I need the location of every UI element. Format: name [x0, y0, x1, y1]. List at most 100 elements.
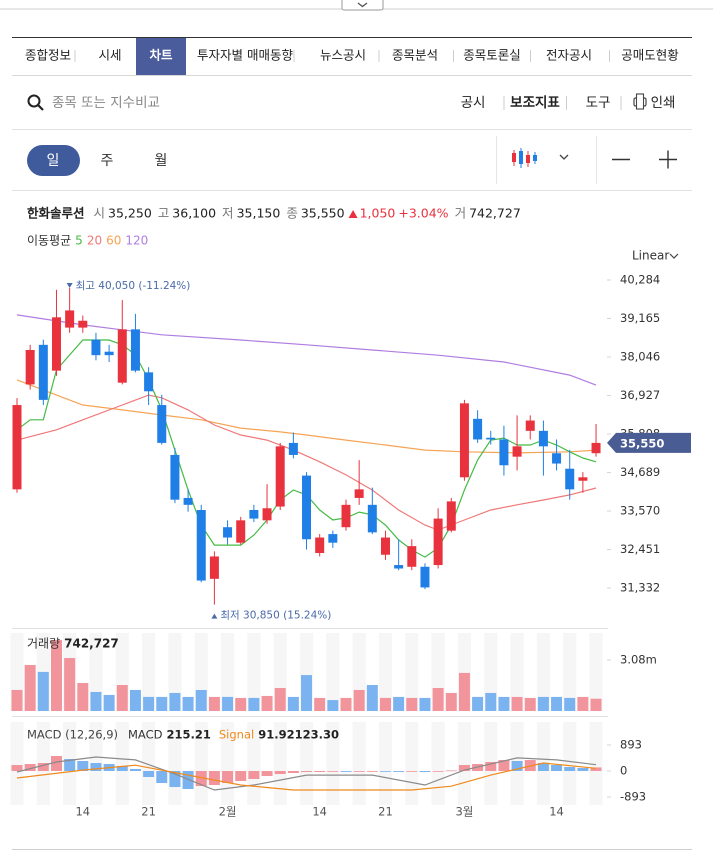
volume-bar: [498, 696, 510, 711]
volume-bar: [235, 697, 247, 711]
macd-histogram-bar: [458, 765, 470, 772]
volume-bar: [195, 689, 207, 711]
period-button[interactable]: 일: [47, 153, 60, 169]
candle-body: [591, 442, 601, 454]
volume-bar: [274, 687, 286, 711]
column-stripe: [510, 633, 524, 711]
column-stripe: [247, 633, 261, 711]
volume-bar: [169, 692, 181, 711]
macd-histogram-bar: [287, 771, 299, 774]
x-tick-label: 3월: [455, 805, 473, 819]
tab[interactable]: 종목분석: [392, 48, 438, 63]
volume-bar: [301, 675, 313, 711]
y-tick-label: 31,332: [620, 581, 660, 595]
macd-histogram-bar: [116, 765, 128, 772]
volume-bar: [182, 696, 194, 711]
print-icon-paper: [635, 93, 645, 110]
x-tick-label: 14: [549, 805, 564, 819]
search-placeholder[interactable]: 종목 또는 지수비교: [52, 95, 160, 111]
indicator-line: [16, 379, 597, 454]
volume-bar: [37, 671, 49, 711]
volume-bar: [577, 696, 589, 711]
chart-type-icon[interactable]: [512, 148, 537, 168]
volume-bar: [537, 696, 549, 711]
macd-histogram-bar: [537, 763, 549, 772]
volume-bar: [208, 696, 220, 711]
candle-body: [380, 537, 390, 555]
candle-body: [315, 537, 325, 554]
volume-bar: [103, 694, 115, 711]
tab[interactable]: 종목토론실: [463, 48, 521, 63]
candle-body: [328, 534, 338, 543]
tool-button[interactable]: 공시: [461, 95, 486, 111]
macd-histogram-bar: [50, 755, 62, 772]
annotation-marker: [211, 613, 218, 619]
tab[interactable]: 뉴스공시: [320, 48, 366, 63]
volume-bar: [485, 692, 497, 711]
collapse-button[interactable]: [341, 0, 384, 11]
macd-histogram-bar: [195, 771, 207, 787]
scale-chevron[interactable]: [669, 253, 679, 259]
column-stripe: [405, 722, 419, 805]
dropdown-chevron[interactable]: [559, 154, 569, 160]
icon-bar: [512, 153, 516, 162]
period-button[interactable]: 주: [101, 153, 114, 169]
tool-button[interactable]: 보조지표: [510, 95, 560, 111]
macd-histogram-bar: [590, 767, 602, 772]
macd-histogram-bar: [379, 771, 391, 772]
volume-bar: [248, 697, 260, 711]
y-tick-label: -893: [620, 790, 646, 804]
tab[interactable]: 전자공시: [546, 48, 592, 63]
macd-histogram-bar: [301, 771, 313, 772]
macd-histogram-bar: [156, 771, 168, 784]
tool-button[interactable]: 도구: [586, 95, 611, 111]
macd-histogram-bar: [564, 767, 576, 772]
volume-bar: [116, 685, 128, 711]
y-tick-label: 32,451: [620, 542, 660, 556]
y-tick-label: 33,570: [620, 504, 660, 518]
y-tick-label: 40,284: [620, 272, 660, 286]
column-stripe: [405, 633, 419, 711]
tool-button[interactable]: 인쇄: [651, 95, 676, 111]
search-icon[interactable]: [27, 94, 41, 108]
legend-entry: 20: [87, 234, 102, 248]
candle-body: [144, 372, 154, 392]
period-active-bg: [27, 145, 80, 176]
y-tick-label: 34,689: [620, 465, 660, 479]
macd-histogram-bar: [208, 771, 220, 786]
stock-name: 한화솔루션: [27, 206, 85, 221]
tab[interactable]: 종합정보: [25, 48, 71, 63]
column-stripe: [563, 633, 577, 711]
tab[interactable]: 공매도현황: [621, 48, 679, 63]
macd-histogram-bar: [77, 761, 89, 772]
macd-histogram-bar: [551, 765, 563, 772]
candle-body: [552, 453, 562, 464]
tab[interactable]: 차트: [149, 48, 173, 63]
volume-bar: [314, 697, 326, 711]
macd-histogram-bar: [37, 763, 49, 772]
scale-mode[interactable]: Linear: [632, 249, 669, 263]
column-stripe: [536, 633, 550, 711]
candle-body: [38, 344, 48, 400]
quote-value: 35,250: [108, 206, 152, 221]
column-stripe: [326, 722, 340, 805]
volume-bar: [445, 692, 457, 711]
macd-histogram-bar: [327, 771, 339, 772]
column-stripe: [352, 722, 366, 805]
x-tick-label: 14: [75, 805, 90, 819]
candle-body: [486, 437, 496, 440]
x-tick-label: 14: [312, 805, 327, 819]
column-stripe: [273, 722, 287, 805]
column-stripe: [220, 722, 235, 805]
macd-histogram-bar: [353, 771, 365, 772]
macd-histogram-bar: [406, 771, 418, 772]
quote-value: 35,150: [237, 206, 281, 221]
tab[interactable]: 투자자별 매매동향: [197, 48, 293, 63]
period-button[interactable]: 월: [155, 153, 168, 169]
panel-value: 742,727: [64, 637, 119, 651]
tab[interactable]: 시세: [98, 48, 121, 63]
column-stripe: [484, 633, 498, 711]
candle-body: [262, 508, 272, 521]
macd-histogram-bar: [274, 771, 286, 775]
panel-title: 거래량: [27, 637, 60, 651]
